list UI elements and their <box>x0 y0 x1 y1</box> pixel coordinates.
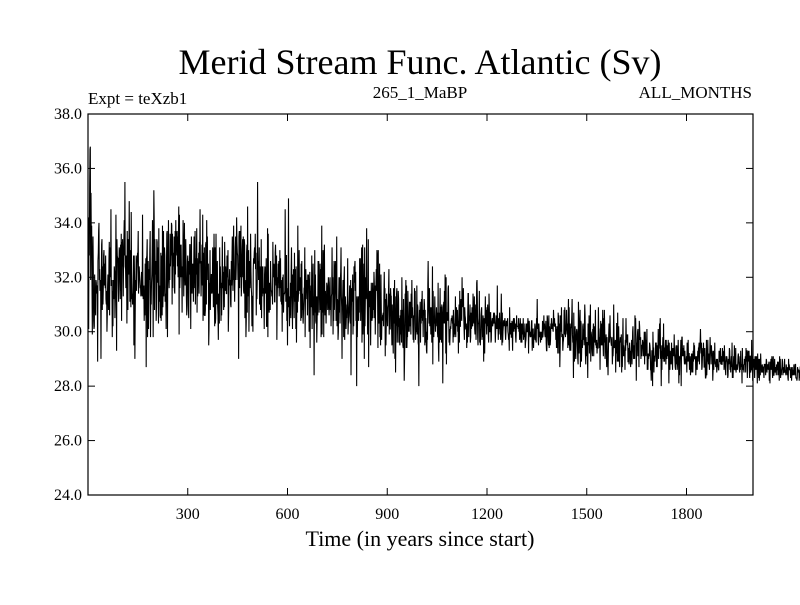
y-tick-label: 34.0 <box>54 215 82 232</box>
x-axis-label: Time (in years since start) <box>306 526 535 551</box>
run-label: 265_1_MaBP <box>373 83 467 102</box>
y-tick-label: 32.0 <box>54 269 82 286</box>
x-tick-label: 900 <box>375 506 399 523</box>
y-tick-label: 26.0 <box>54 433 82 450</box>
months-label: ALL_MONTHS <box>639 83 752 102</box>
x-tick-label: 300 <box>176 506 200 523</box>
x-tick-label: 1800 <box>671 506 703 523</box>
y-tick-label: 28.0 <box>54 378 82 395</box>
y-tick-label: 30.0 <box>54 324 82 341</box>
x-tick-label: 1500 <box>571 506 603 523</box>
series-line <box>87 146 800 387</box>
x-tick-label: 600 <box>276 506 300 523</box>
y-axis: 24.0 26.0 28.0 30.0 32.0 34.0 36.0 38.0 <box>54 106 753 504</box>
x-axis: 300 600 900 1200 1500 1800 <box>176 114 703 523</box>
y-tick-label: 36.0 <box>54 160 82 177</box>
chart-title: Merid Stream Func. Atlantic (Sv) <box>179 42 662 82</box>
series-layer <box>87 146 800 387</box>
x-tick-label: 1200 <box>471 506 503 523</box>
y-tick-label: 24.0 <box>54 487 82 504</box>
plot-frame <box>87 113 754 496</box>
y-tick-label: 38.0 <box>54 106 82 123</box>
experiment-label: Expt = teXzb1 <box>88 89 187 108</box>
